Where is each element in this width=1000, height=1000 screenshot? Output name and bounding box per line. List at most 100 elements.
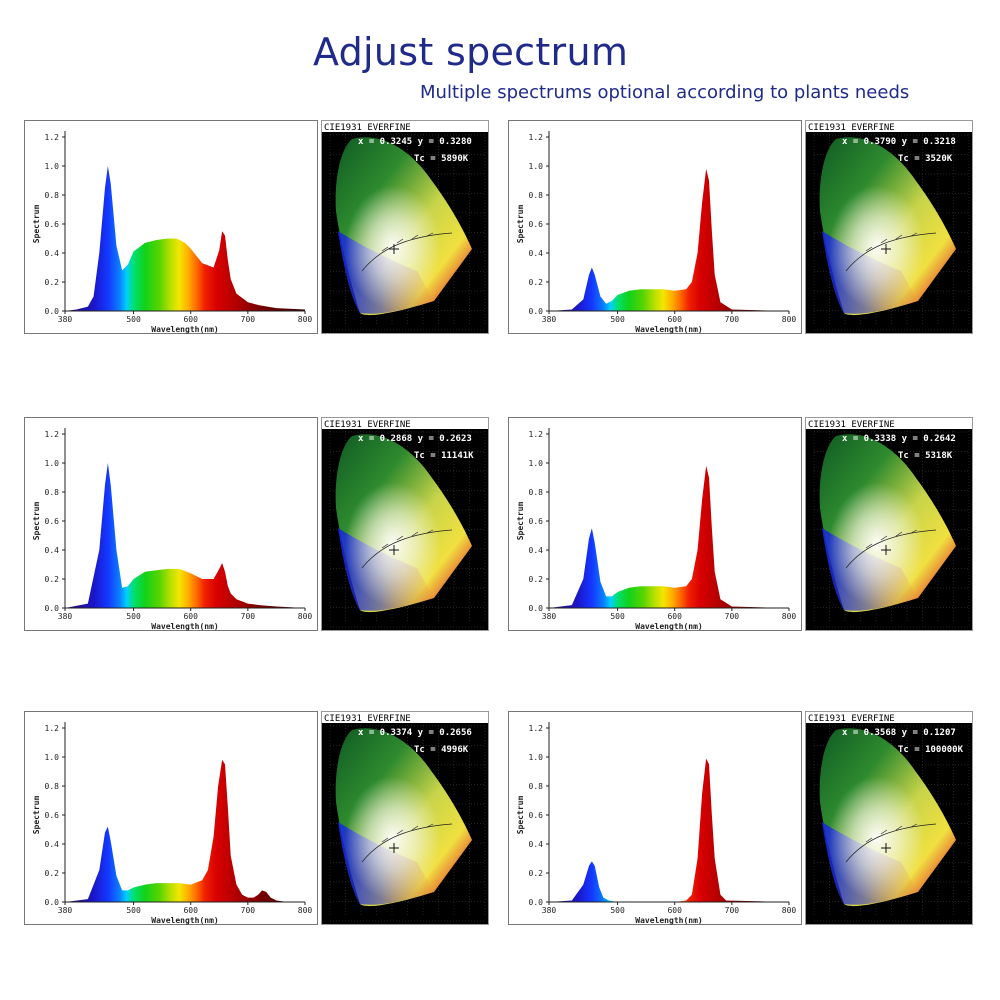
x-tick-label: 800 bbox=[298, 315, 313, 324]
y-tick-label: 0.6 bbox=[45, 811, 60, 820]
x-tick-label: 500 bbox=[126, 315, 141, 324]
x-tick-label: 700 bbox=[725, 906, 740, 915]
x-tick-label: 380 bbox=[58, 612, 73, 621]
x-tick-label: 800 bbox=[298, 906, 313, 915]
planckian-locus bbox=[361, 823, 453, 863]
x-tick-label: 600 bbox=[183, 315, 198, 324]
x-tick-label: 380 bbox=[58, 906, 73, 915]
spectrum-chart: 0.0 0.2 0.4 0.6 0.8 1.0 1.2 380 500 600 700 800 Wave… bbox=[32, 428, 313, 631]
y-tick-label: 0.0 bbox=[529, 898, 544, 907]
x-tick-label: 700 bbox=[725, 612, 740, 621]
cie-title: CIE1931 EVERFINE bbox=[808, 123, 895, 133]
cie-coordinates: x = 0.3790 y = 0.3218 bbox=[842, 137, 956, 147]
y-tick-label: 0.2 bbox=[45, 278, 60, 287]
cie-svg: CIE1931 EVERFINE x = 0.2868 y = 0.2623 Tc … bbox=[322, 418, 488, 628]
planckian-locus bbox=[845, 529, 937, 569]
x-tick-label: 500 bbox=[126, 906, 141, 915]
y-tick-label: 1.2 bbox=[45, 724, 60, 733]
y-tick-label: 0.2 bbox=[45, 869, 60, 878]
y-tick-label: 0.4 bbox=[529, 546, 544, 555]
cie1931-diagram: CIE1931 EVERFINE x = 0.3338 y = 0.2642 Tc … bbox=[805, 417, 973, 631]
y-tick-label: 0.2 bbox=[529, 575, 544, 584]
y-tick-label: 0.8 bbox=[529, 782, 544, 791]
y-axis-label: Spectrum bbox=[32, 502, 41, 541]
x-tick-label: 380 bbox=[542, 906, 557, 915]
cie-white-region bbox=[819, 434, 956, 613]
cie-svg: CIE1931 EVERFINE x = 0.3374 y = 0.2656 Tc … bbox=[322, 712, 488, 922]
cie-color-temperature: Tc = 5890K bbox=[414, 154, 469, 164]
y-tick-label: 0.4 bbox=[529, 249, 544, 258]
y-tick-label: 0.0 bbox=[45, 604, 60, 613]
chromaticity-marker bbox=[389, 545, 399, 555]
y-tick-label: 0.2 bbox=[529, 278, 544, 287]
cie-svg: CIE1931 EVERFINE x = 0.3245 y = 0.3280 Tc … bbox=[322, 121, 488, 331]
x-tick-label: 380 bbox=[542, 315, 557, 324]
y-tick-label: 1.0 bbox=[45, 162, 60, 171]
x-axis-label: Wavelength(nm) bbox=[151, 916, 218, 925]
y-tick-label: 0.6 bbox=[45, 220, 60, 229]
x-axis-label: Wavelength(nm) bbox=[151, 325, 218, 334]
x-tick-label: 600 bbox=[667, 906, 682, 915]
spectrum-chart-panel: 0.0 0.2 0.4 0.6 0.8 1.0 1.2 380 500 600 700 800 Wave… bbox=[508, 711, 802, 925]
x-tick-label: 700 bbox=[725, 315, 740, 324]
y-tick-label: 1.0 bbox=[45, 753, 60, 762]
isotherm-lines bbox=[381, 232, 434, 252]
cie-title-bar bbox=[806, 418, 972, 429]
y-tick-label: 1.2 bbox=[45, 133, 60, 142]
cie-title-bar bbox=[322, 712, 488, 723]
cie1931-diagram: CIE1931 EVERFINE x = 0.2868 y = 0.2623 Tc … bbox=[321, 417, 489, 631]
x-tick-label: 800 bbox=[298, 612, 313, 621]
cie-coordinates: x = 0.3245 y = 0.3280 bbox=[358, 137, 472, 147]
x-tick-label: 500 bbox=[610, 315, 625, 324]
y-axis-label: Spectrum bbox=[516, 205, 525, 244]
cie-title: CIE1931 EVERFINE bbox=[324, 420, 411, 430]
y-axis-label: Spectrum bbox=[516, 796, 525, 835]
x-tick-label: 800 bbox=[782, 315, 797, 324]
y-tick-label: 0.6 bbox=[529, 517, 544, 526]
x-axis-label: Wavelength(nm) bbox=[635, 916, 702, 925]
isotherm-lines bbox=[381, 823, 434, 843]
cie-coordinates: x = 0.2868 y = 0.2623 bbox=[358, 434, 472, 444]
x-tick-label: 700 bbox=[241, 612, 256, 621]
spectrum-chart-panel: 0.0 0.2 0.4 0.6 0.8 1.0 1.2 380 500 600 700 800 Wave… bbox=[24, 711, 318, 925]
y-tick-label: 0.0 bbox=[45, 898, 60, 907]
y-tick-label: 0.0 bbox=[529, 604, 544, 613]
y-tick-label: 1.2 bbox=[529, 724, 544, 733]
x-axis-label: Wavelength(nm) bbox=[635, 325, 702, 334]
y-tick-label: 0.8 bbox=[529, 191, 544, 200]
x-tick-label: 600 bbox=[183, 906, 198, 915]
y-tick-label: 0.0 bbox=[45, 307, 60, 316]
spectrum-chart: 0.0 0.2 0.4 0.6 0.8 1.0 1.2 380 500 600 700 800 Wave… bbox=[516, 722, 796, 925]
y-tick-label: 1.2 bbox=[45, 430, 60, 439]
y-axis-label: Spectrum bbox=[516, 502, 525, 541]
spectrum-area bbox=[65, 759, 305, 902]
chromaticity-marker bbox=[389, 244, 399, 254]
spectrum-chart: 0.0 0.2 0.4 0.6 0.8 1.0 1.2 380 500 600 700 800 Wave… bbox=[32, 131, 313, 334]
y-axis-label: Spectrum bbox=[32, 205, 41, 244]
cie1931-diagram: CIE1931 EVERFINE x = 0.3790 y = 0.3218 Tc … bbox=[805, 120, 973, 334]
x-tick-label: 800 bbox=[782, 612, 797, 621]
x-tick-label: 380 bbox=[542, 612, 557, 621]
cie1931-diagram: CIE1931 EVERFINE x = 0.3568 y = 0.1207 Tc … bbox=[805, 711, 973, 925]
cie-title: CIE1931 EVERFINE bbox=[324, 714, 411, 724]
cie-title-bar bbox=[322, 121, 488, 132]
cie1931-diagram: CIE1931 EVERFINE x = 0.3245 y = 0.3280 Tc … bbox=[321, 120, 489, 334]
planckian-locus bbox=[845, 232, 937, 272]
spectrum-area bbox=[65, 166, 305, 311]
x-tick-label: 600 bbox=[667, 315, 682, 324]
spectrum-area bbox=[549, 465, 789, 608]
cie-title: CIE1931 EVERFINE bbox=[808, 420, 895, 430]
cie-svg: CIE1931 EVERFINE x = 0.3338 y = 0.2642 Tc … bbox=[806, 418, 972, 628]
cie-color-temperature: Tc = 5318K bbox=[898, 451, 953, 461]
y-tick-label: 0.6 bbox=[529, 220, 544, 229]
cie-white-region bbox=[335, 434, 472, 613]
y-tick-label: 1.0 bbox=[529, 753, 544, 762]
cie-svg: CIE1931 EVERFINE x = 0.3568 y = 0.1207 Tc … bbox=[806, 712, 972, 922]
x-tick-label: 500 bbox=[610, 906, 625, 915]
y-tick-label: 1.2 bbox=[529, 430, 544, 439]
cie-white-region bbox=[335, 728, 472, 907]
chromaticity-marker bbox=[389, 843, 399, 853]
y-tick-label: 0.8 bbox=[45, 782, 60, 791]
spectrum-area bbox=[65, 463, 305, 608]
spectrum-chart: 0.0 0.2 0.4 0.6 0.8 1.0 1.2 380 500 600 700 800 Wave… bbox=[32, 722, 313, 925]
